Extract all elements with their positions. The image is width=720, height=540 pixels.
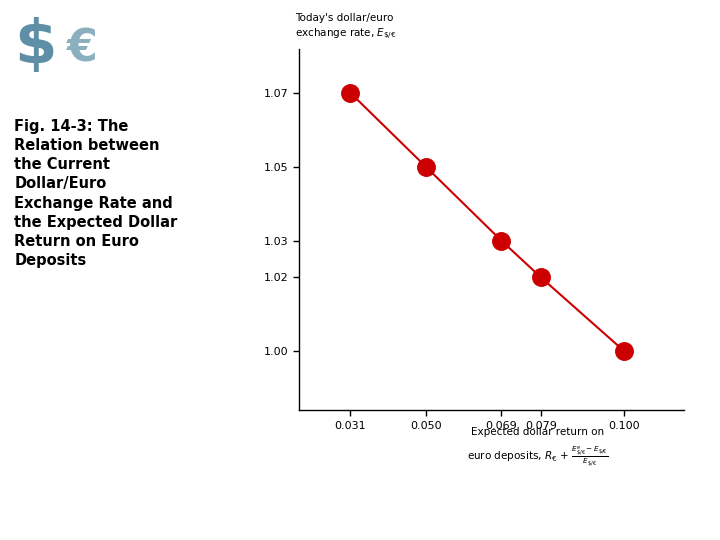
Point (618, 347, 630, 356)
Point (420, 163, 431, 171)
Point (345, 89, 356, 97)
Text: €: € (66, 27, 97, 70)
Text: Fig. 14-3: The
Relation between
the Current
Dollar/Euro
Exchange Rate and
the Ex: Fig. 14-3: The Relation between the Curr… (14, 119, 178, 268)
Text: 14-38: 14-38 (678, 516, 706, 526)
Point (535, 273, 546, 282)
Text: $: $ (14, 17, 57, 76)
Text: Expected dollar return on
euro deposits, $R_€$ + $\frac{E^{e}_{\$/€} - E_{\$/€}}: Expected dollar return on euro deposits,… (467, 427, 608, 469)
Text: Today's dollar/euro
exchange rate, $E_{\$/€}$: Today's dollar/euro exchange rate, $E_{\… (295, 13, 397, 42)
Text: Copyright © 2015 Pearson Education, Inc. All rights reserved.: Copyright © 2015 Pearson Education, Inc.… (14, 516, 315, 526)
Point (495, 237, 507, 245)
